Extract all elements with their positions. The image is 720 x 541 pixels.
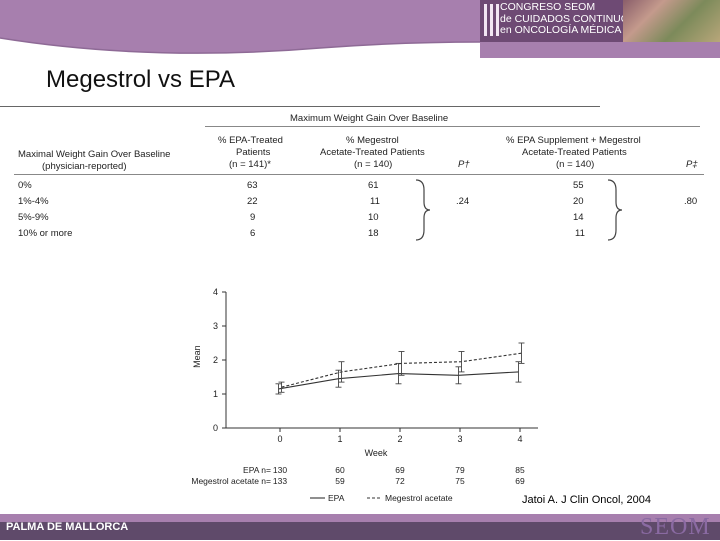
congreso-line: de CUIDADOS CONTINUOS: [500, 12, 636, 25]
x-tick-label: 0: [277, 434, 282, 444]
congreso-line: CONGRESO SEOM: [500, 1, 596, 13]
cell-combo: 11: [575, 228, 585, 239]
p2-brace-icon: [607, 179, 623, 241]
cell-meg: 10: [368, 212, 379, 223]
row-header-line2: (physician-reported): [42, 161, 127, 172]
n-value: 59: [335, 476, 345, 486]
cell-epa: 6: [250, 228, 256, 239]
footer-inner-band: [0, 522, 720, 540]
weight-chart: 0 1 2 3 4 0 1 2 3 4 Week Mean EPA n= 130 60 69 79 85 Meges…: [191, 287, 538, 503]
col1-header-line: % EPA-Treated: [218, 135, 283, 146]
y-tick-label: 3: [213, 321, 218, 331]
cell-meg: 18: [368, 228, 379, 239]
n-value: 79: [455, 465, 465, 475]
x-tick-label: 3: [457, 434, 462, 444]
congreso-text: CONGRESO SEOM de CUIDADOS CONTINUOS en O…: [500, 1, 636, 37]
header-wave: [0, 37, 481, 58]
legend-label-epa: EPA: [328, 493, 345, 503]
col2-header-line: % Megestrol: [346, 135, 399, 146]
p2-header: P‡: [686, 159, 698, 170]
x-tick-label: 1: [337, 434, 342, 444]
weight-gain-table: Maximum Weight Gain Over Baseline Maxima…: [0, 110, 720, 250]
col1-header-line: Patients: [236, 147, 271, 158]
cell-combo: 14: [573, 212, 584, 223]
x-axis-label: Week: [365, 448, 388, 458]
x-tick-label: 4: [517, 434, 522, 444]
table-divider: [205, 126, 700, 127]
col3-header-line: % EPA Supplement + Megestrol: [506, 135, 641, 146]
p2-value: .80: [684, 196, 698, 207]
n-value: 60: [335, 465, 345, 475]
y-axis-label: Mean: [192, 345, 202, 368]
n-value: 133: [273, 476, 287, 486]
citation: Jatoi A. J Clin Oncol, 2004: [522, 494, 652, 506]
cell-epa: 63: [247, 180, 258, 191]
header-band: CONGRESO SEOM de CUIDADOS CONTINUOS en O…: [0, 0, 720, 58]
footer-location: PALMA DE MALLORCA: [6, 521, 129, 533]
row-label: 1%-4%: [18, 196, 49, 207]
cell-meg: 61: [368, 180, 379, 191]
title-rule: [0, 106, 600, 107]
header-photo: [623, 0, 720, 42]
y-tick-label: 2: [213, 355, 218, 365]
n-value: 69: [395, 465, 405, 475]
chart-labels: 0 1 2 3 4 0 1 2 3 4 Week Mean EPA n= 130 60 69 79 85 Meges…: [191, 287, 525, 503]
row-label: 10% or more: [18, 228, 73, 239]
congreso-bars-icon: [484, 4, 502, 41]
footer-band: [0, 514, 720, 540]
cell-epa: 9: [250, 212, 256, 223]
legend-label-megestrol: Megestrol acetate: [385, 493, 453, 503]
n-row-label: EPA n=: [243, 465, 271, 475]
x-tick-label: 2: [397, 434, 402, 444]
n-value: 72: [395, 476, 405, 486]
cell-epa: 22: [247, 196, 258, 207]
y-tick-label: 0: [213, 423, 218, 433]
col2-header-line: (n = 140): [354, 159, 393, 170]
chart-marks: [275, 342, 525, 499]
chart-axes: [222, 291, 538, 432]
table-divider: [14, 174, 704, 175]
n-value: 75: [455, 476, 465, 486]
col1-header-line: (n = 141)*: [229, 159, 271, 170]
col2-header-line: Acetate-Treated Patients: [320, 147, 425, 158]
cell-combo: 55: [573, 180, 584, 191]
p1-brace-icon: [415, 179, 431, 241]
row-label: 5%-9%: [18, 212, 49, 223]
cell-combo: 20: [573, 196, 584, 207]
col3-header-line: (n = 140): [556, 159, 595, 170]
col3-header-line: Acetate-Treated Patients: [522, 147, 627, 158]
cell-meg: 11: [370, 196, 380, 207]
row-header-line1: Maximal Weight Gain Over Baseline: [18, 149, 171, 160]
n-value: 85: [515, 465, 525, 475]
slide-title: Megestrol vs EPA: [46, 66, 235, 93]
n-value: 130: [273, 465, 287, 475]
congreso-logo: CONGRESO SEOM de CUIDADOS CONTINUOS en O…: [480, 0, 720, 42]
p1-value: .24: [456, 196, 470, 207]
y-tick-label: 1: [213, 389, 218, 399]
congreso-line: en ONCOLOGÍA MÉDICA: [500, 24, 622, 36]
y-tick-label: 4: [213, 287, 218, 297]
n-value: 69: [515, 476, 525, 486]
seom-logo: SEOM: [640, 514, 711, 540]
table-super-header: Maximum Weight Gain Over Baseline: [290, 113, 449, 124]
p1-header: P†: [458, 159, 470, 170]
row-label: 0%: [18, 180, 32, 191]
n-row-label: Megestrol acetate n=: [191, 476, 271, 486]
